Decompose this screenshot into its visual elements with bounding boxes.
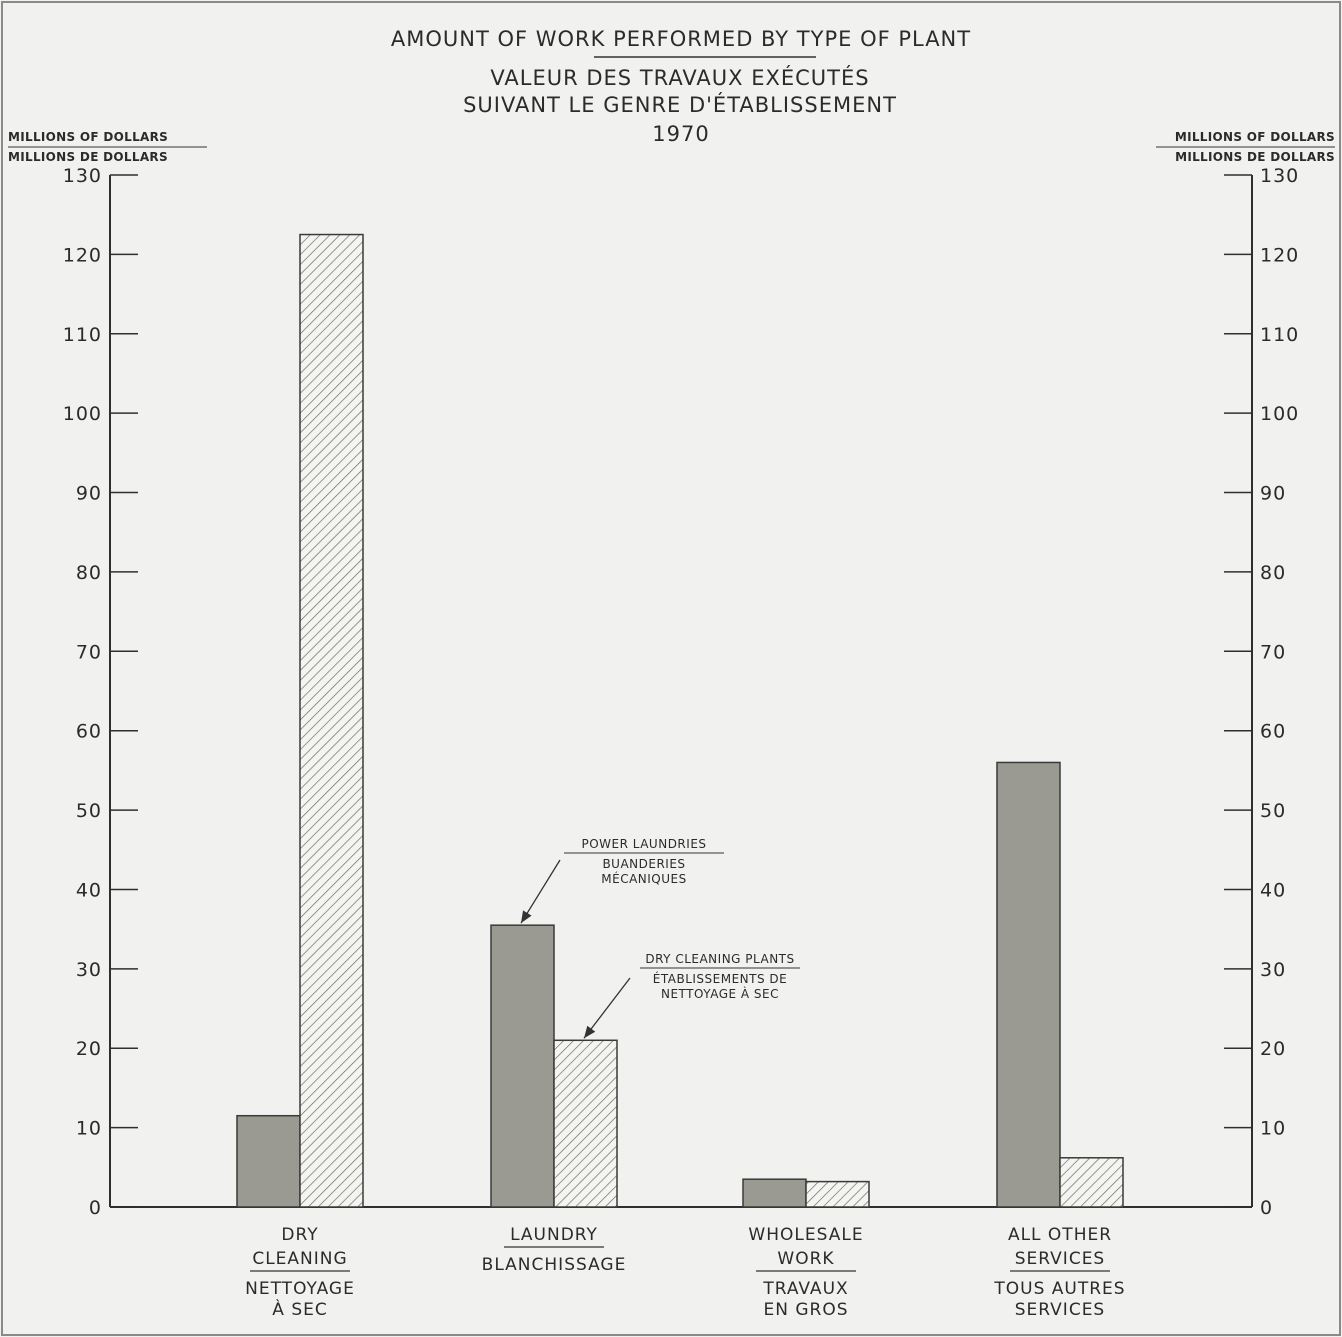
tick-label-right-20: 20 xyxy=(1260,1038,1286,1060)
tick-label-right-60: 60 xyxy=(1260,721,1286,743)
bar-series0-cat1 xyxy=(490,924,555,1208)
tick-label-right-130: 130 xyxy=(1260,165,1299,187)
annotation-0-fr-1: MÉCANIQUES xyxy=(601,871,686,886)
tick-label-left-80: 80 xyxy=(76,562,102,584)
tick-label-left-100: 100 xyxy=(63,403,102,425)
annotation-1-fr-0: ÉTABLISSEMENTS DE xyxy=(653,971,787,986)
bar-series0-cat3 xyxy=(996,761,1061,1208)
category-label-fr-0-1: À SEC xyxy=(272,1298,327,1320)
tick-label-left-20: 20 xyxy=(76,1038,102,1060)
annotation-1-arrowhead xyxy=(584,1025,596,1039)
tick-label-left-50: 50 xyxy=(76,800,102,822)
bar-series1-cat3 xyxy=(1059,1157,1124,1208)
category-label-fr-3-0: TOUS AUTRES xyxy=(993,1279,1125,1299)
chart-year: 1970 xyxy=(652,122,709,146)
category-label-en-3-1: SERVICES xyxy=(1015,1249,1105,1269)
annotation-1-fr-1: NETTOYAGE À SEC xyxy=(661,986,779,1001)
tick-label-right-10: 10 xyxy=(1260,1118,1286,1140)
tick-label-right-50: 50 xyxy=(1260,800,1286,822)
bar-series0-cat0 xyxy=(236,1114,301,1208)
annotation-0-fr-0: BUANDERIES xyxy=(602,857,685,871)
tick-label-left-120: 120 xyxy=(63,244,102,266)
tick-label-right-30: 30 xyxy=(1260,959,1286,981)
axes: 0 0 10 10 20 20 30 30 40 40 50 50 60 60 70 70 80 80 90 90 10… xyxy=(63,165,1299,1219)
category-label-en-2-1: WORK xyxy=(777,1249,834,1269)
tick-label-left-10: 10 xyxy=(76,1118,102,1140)
annotation-0-arrowhead xyxy=(521,910,532,924)
tick-label-right-0: 0 xyxy=(1260,1197,1273,1219)
tick-label-left-110: 110 xyxy=(63,324,102,346)
chart-subtitle-line-1: VALEUR DES TRAVAUX EXÉCUTÉS xyxy=(490,65,869,90)
right-axis-label-en: MILLIONS OF DOLLARS xyxy=(1175,130,1335,144)
tick-label-right-110: 110 xyxy=(1260,324,1299,346)
tick-label-left-0: 0 xyxy=(89,1197,102,1219)
annotation-1-en-0: DRY CLEANING PLANTS xyxy=(645,952,794,966)
category-label-fr-1-0: BLANCHISSAGE xyxy=(482,1255,627,1275)
category-label-en-1-0: LAUNDRY xyxy=(510,1225,598,1245)
category-label-fr-0-0: NETTOYAGE xyxy=(245,1279,355,1299)
annotation-1-arrow xyxy=(583,977,631,1039)
category-label-fr-2-0: TRAVAUX xyxy=(762,1279,848,1299)
bar-series1-cat1 xyxy=(553,1039,618,1208)
bar-series1-cat0 xyxy=(299,233,364,1208)
tick-label-left-30: 30 xyxy=(76,959,102,981)
tick-label-left-70: 70 xyxy=(76,641,102,663)
tick-label-right-80: 80 xyxy=(1260,562,1286,584)
category-label-fr-3-1: SERVICES xyxy=(1015,1300,1105,1320)
bars xyxy=(236,233,1124,1208)
annotation-0-en-0: POWER LAUNDRIES xyxy=(581,837,706,851)
tick-label-right-100: 100 xyxy=(1260,403,1299,425)
annotation-0-arrow xyxy=(520,859,561,924)
chart-subtitle-line-2: SUIVANT LE GENRE D'ÉTABLISSEMENT xyxy=(463,92,897,117)
tick-label-right-120: 120 xyxy=(1260,244,1299,266)
category-label-fr-2-1: EN GROS xyxy=(763,1300,848,1320)
category-label-en-2-0: WHOLESALE xyxy=(748,1225,863,1245)
tick-label-left-90: 90 xyxy=(76,483,102,505)
tick-label-right-70: 70 xyxy=(1260,641,1286,663)
bar-series0-cat2 xyxy=(742,1178,807,1208)
chart-title: AMOUNT OF WORK PERFORMED BY TYPE OF PLAN… xyxy=(391,27,971,51)
tick-label-left-130: 130 xyxy=(63,165,102,187)
category-label-en-3-0: ALL OTHER xyxy=(1008,1225,1112,1245)
right-axis-label-fr: MILLIONS DE DOLLARS xyxy=(1175,150,1335,164)
category-label-en-0-0: DRY xyxy=(281,1225,318,1245)
category-label-en-0-1: CLEANING xyxy=(252,1249,347,1269)
tick-label-right-90: 90 xyxy=(1260,483,1286,505)
left-axis-label-en: MILLIONS OF DOLLARS xyxy=(8,130,168,144)
bar-series1-cat2 xyxy=(805,1180,870,1208)
tick-label-right-40: 40 xyxy=(1260,879,1286,901)
left-axis-label-fr: MILLIONS DE DOLLARS xyxy=(8,150,168,164)
tick-label-left-60: 60 xyxy=(76,721,102,743)
tick-label-left-40: 40 xyxy=(76,879,102,901)
